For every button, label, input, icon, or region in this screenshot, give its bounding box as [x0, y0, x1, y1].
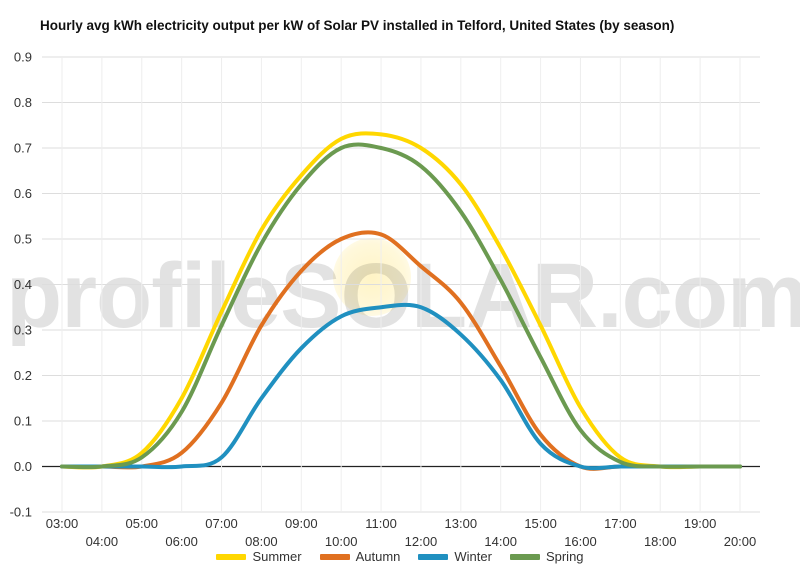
x-tick-label: 09:00: [285, 516, 318, 531]
legend-item-winter[interactable]: Winter: [418, 549, 492, 564]
y-tick-label: 0.2: [14, 368, 32, 383]
x-axis-ticks: 03:00 04:00 05:00 06:00 07:00 08:00 09:00 10:00…: [46, 516, 757, 549]
x-tick-label: 04:00: [86, 534, 119, 549]
watermark-sun-icon: [333, 238, 411, 316]
x-tick-label: 19:00: [684, 516, 717, 531]
x-tick-label: 08:00: [245, 534, 278, 549]
x-tick-label: 03:00: [46, 516, 79, 531]
y-tick-label: 0.7: [14, 141, 32, 156]
x-tick-label: 10:00: [325, 534, 358, 549]
series-line-autumn: [60, 230, 742, 471]
y-tick-label: 0.6: [14, 186, 32, 201]
series-line-summer: [60, 131, 742, 470]
y-tick-label: 0.3: [14, 323, 32, 338]
y-tick-label: 0.4: [14, 277, 32, 292]
x-tick-label: 05:00: [125, 516, 158, 531]
series-line-spring: [60, 142, 742, 470]
legend-item-spring[interactable]: Spring: [509, 549, 584, 564]
legend-swatch: [216, 553, 247, 560]
x-tick-label: 12:00: [405, 534, 438, 549]
x-tick-label: 06:00: [165, 534, 198, 549]
y-tick-label: 0.5: [14, 232, 32, 247]
x-tick-label: 07:00: [205, 516, 238, 531]
y-tick-label: 0.8: [14, 95, 32, 110]
x-tick-label: 17:00: [604, 516, 637, 531]
chart-title: Hourly avg kWh electricity output per kW…: [40, 18, 675, 33]
x-tick-label: 18:00: [644, 534, 677, 549]
legend-label: Autumn: [355, 549, 401, 564]
y-tick-label: 0.0: [14, 459, 32, 474]
legend-swatch: [319, 553, 350, 560]
y-tick-label: 0.1: [14, 414, 32, 429]
legend-label: Summer: [252, 549, 302, 564]
y-axis-ticks: 0.9 0.8 0.7 0.6 0.5 0.4 0.3 0.2 0.1 0.0 -0.1: [10, 50, 32, 520]
legend-item-autumn[interactable]: Autumn: [319, 549, 401, 564]
x-tick-label: 15:00: [524, 516, 557, 531]
y-tick-label: 0.9: [14, 50, 32, 65]
x-tick-label: 20:00: [724, 534, 757, 549]
x-tick-label: 14:00: [484, 534, 517, 549]
legend-label: Spring: [545, 549, 584, 564]
series-lines: [60, 131, 742, 471]
x-tick-label: 11:00: [365, 516, 397, 531]
y-tick-label: -0.1: [10, 505, 32, 520]
x-tick-label: 16:00: [564, 534, 597, 549]
series-line-winter: [60, 302, 742, 471]
legend-item-summer[interactable]: Summer: [216, 549, 302, 564]
legend-label: Winter: [454, 549, 492, 564]
x-tick-label: 13:00: [445, 516, 478, 531]
legend-swatch: [418, 553, 449, 560]
legend-swatch: [509, 553, 540, 560]
legend: Summer Autumn Winter Spring: [0, 549, 800, 564]
